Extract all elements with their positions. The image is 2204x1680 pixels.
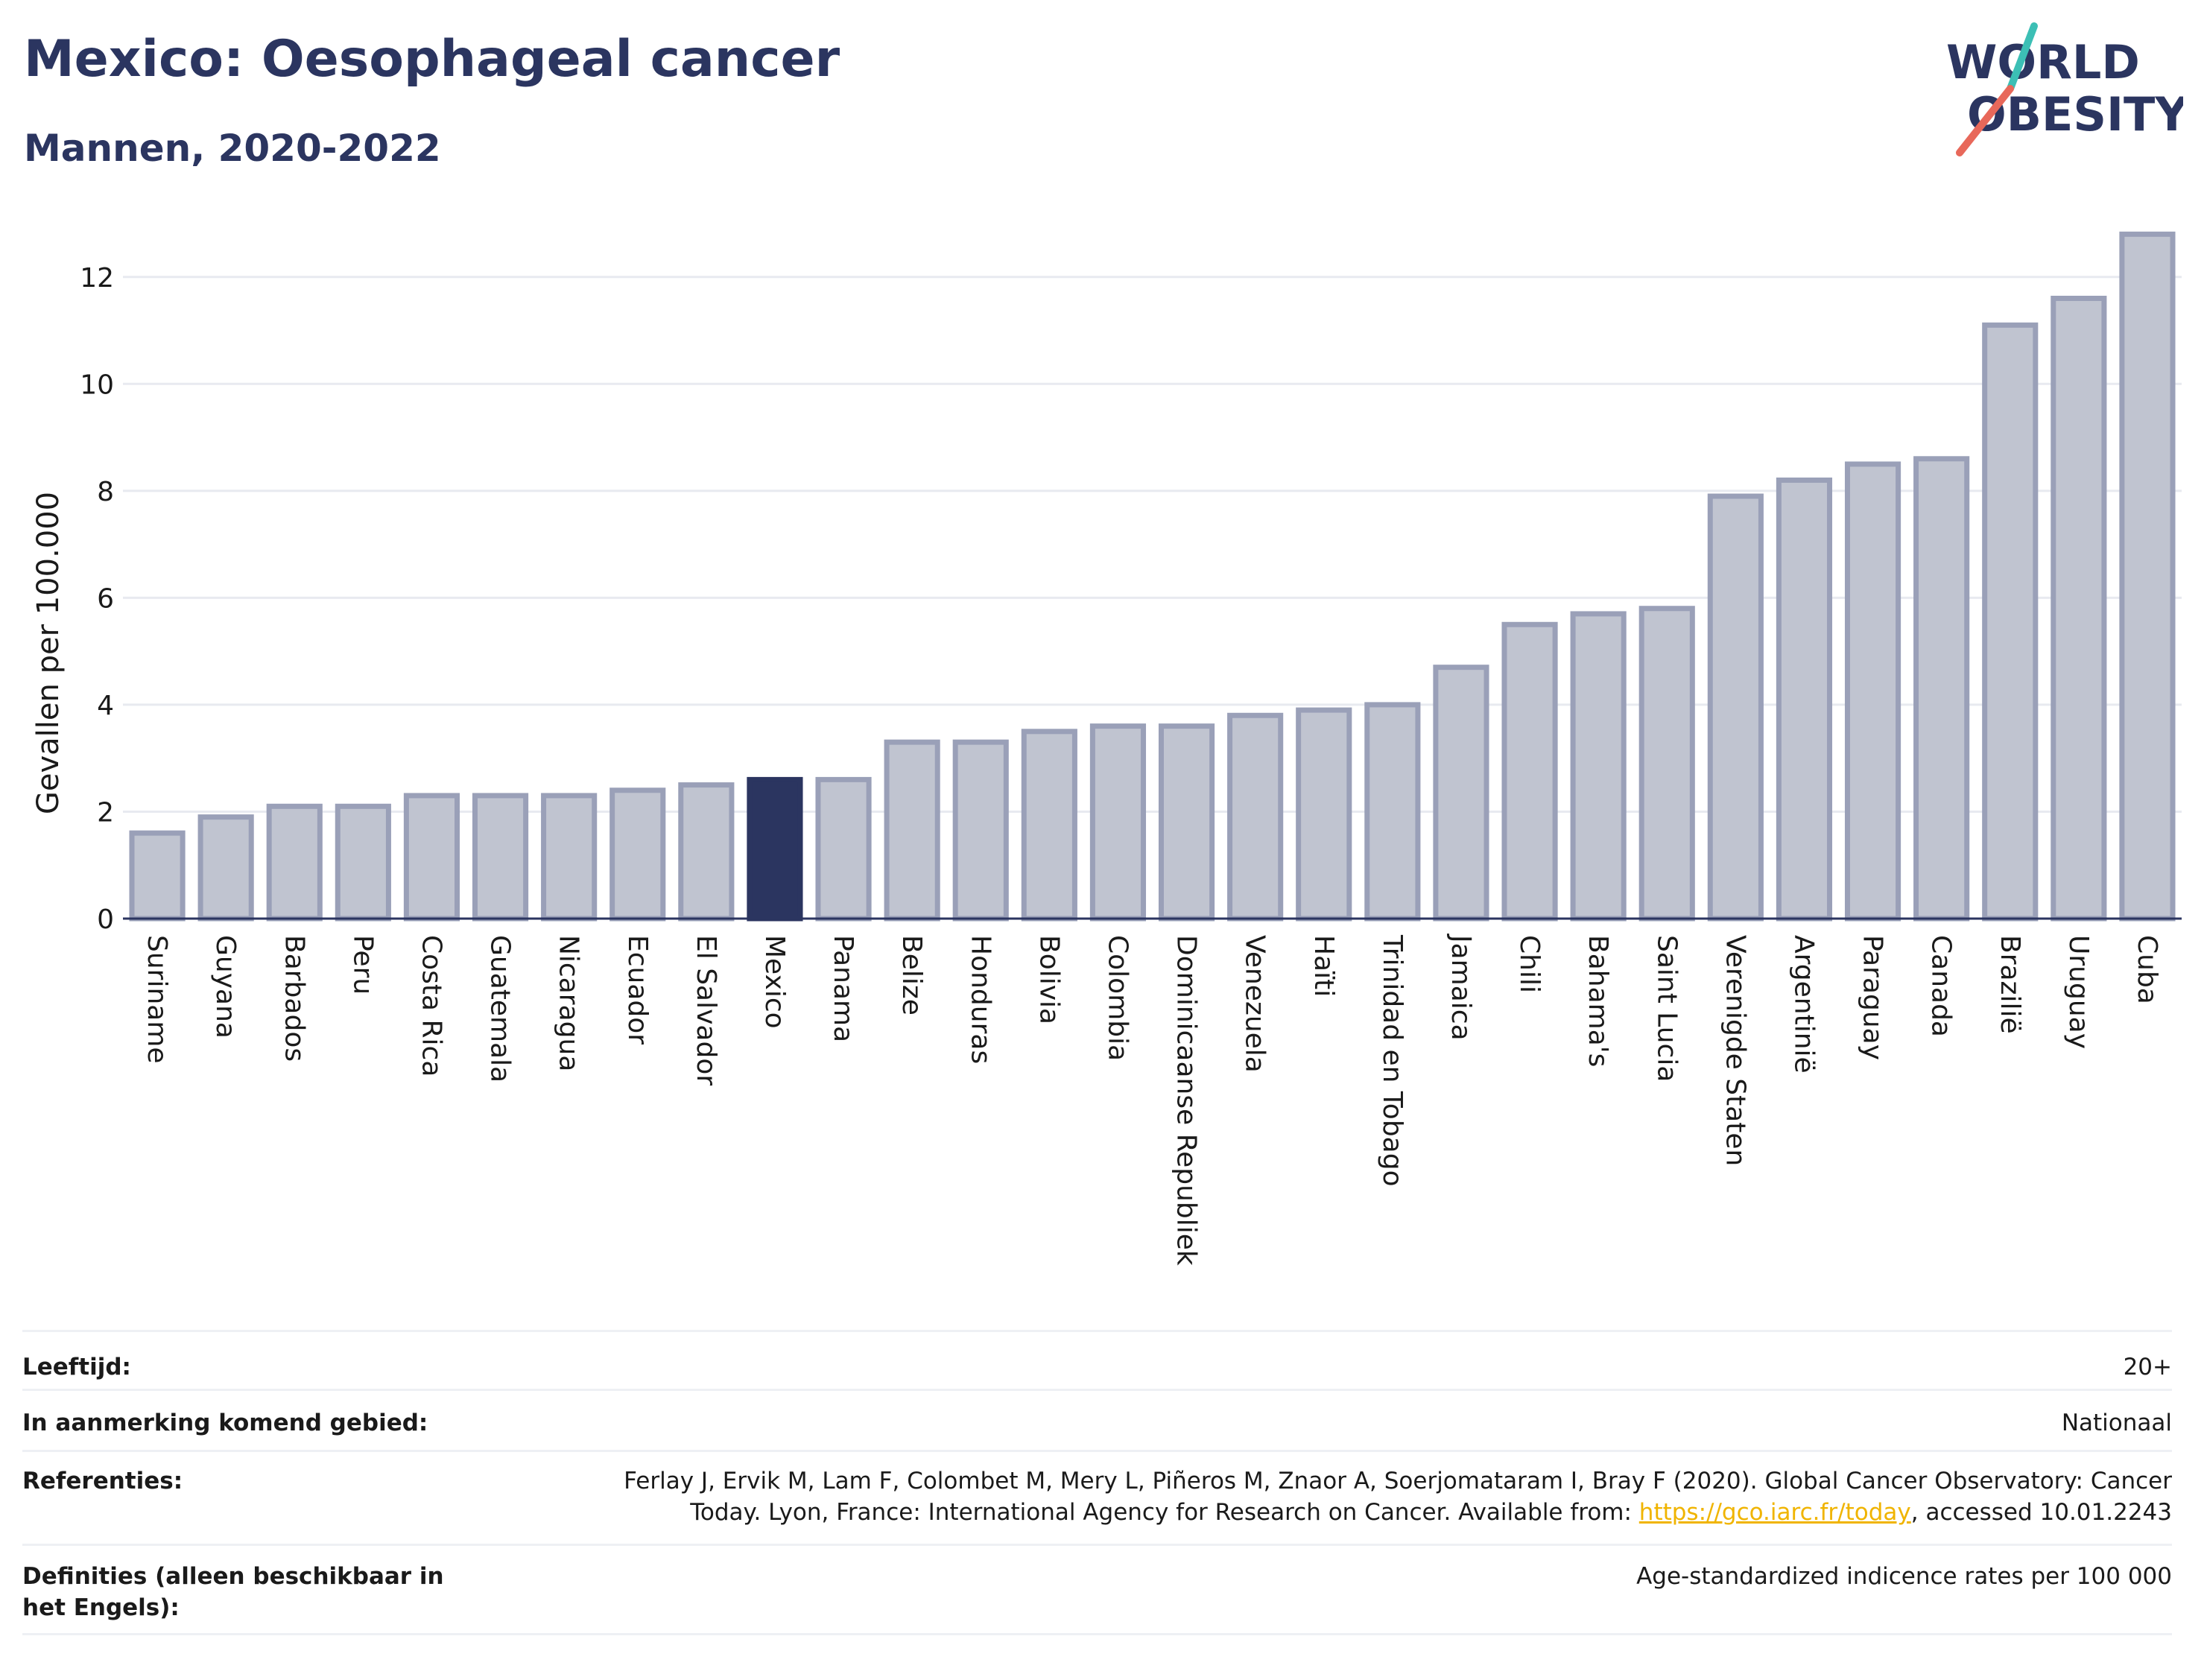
x-tick-label: Mexico (759, 935, 790, 1029)
x-tick-label: Honduras (965, 935, 995, 1064)
bar-panama[interactable] (815, 776, 872, 922)
x-tick-label: Trinidad en Tobago (1377, 934, 1407, 1187)
x-tick-label: Bolivia (1033, 935, 1064, 1024)
references-value: Ferlay J, Ervik M, Lam F, Colombet M, Me… (544, 1465, 2172, 1528)
x-tick-label: Costa Rica (416, 935, 446, 1077)
x-tick-label: Brazilië (1995, 935, 2025, 1034)
bar-saint-lucia[interactable] (1638, 606, 1695, 922)
x-tick-label: Haïti (1308, 935, 1339, 997)
logo-slash-bottom (1956, 85, 2014, 156)
x-tick-label: Jamaica (1445, 933, 1476, 1041)
y-tick-labels: 0 2 4 6 8 10 12 (80, 263, 114, 935)
y-axis-label: Gevallen per 100.000 (31, 492, 66, 814)
x-tick-label: Saint Lucia (1651, 935, 1682, 1082)
x-tick-label: Barbados (279, 935, 309, 1062)
y-tick-label: 0 (97, 904, 114, 935)
bar-barbados[interactable] (266, 803, 323, 922)
references-link[interactable]: https://gco.iarc.fr/today (1638, 1499, 1911, 1526)
bar-jamaica[interactable] (1433, 665, 1489, 922)
bar-chili[interactable] (1501, 621, 1558, 922)
world-obesity-logo: WORLD OBESITY (1946, 22, 2183, 156)
chart-title: Mexico: Oesophageal cancer (24, 30, 840, 89)
info-row-references: Referenties: Ferlay J, Ervik M, Lam F, C… (22, 1450, 2172, 1544)
bar-peru[interactable] (335, 803, 391, 922)
info-row-age: Leeftijd: 20+ (22, 1330, 2172, 1389)
references-text-1: Ferlay J, Ervik M, Lam F, Colombet M, Me… (624, 1468, 2172, 1494)
info-row-area: In aanmerking komend gebied: Nationaal (22, 1389, 2172, 1450)
bar-bolivia[interactable] (1021, 729, 1077, 922)
area-value: Nationaal (2061, 1410, 2172, 1436)
bar-colombia[interactable] (1089, 723, 1147, 922)
bar-ecuador[interactable] (609, 787, 666, 922)
x-tick-label: Argentinië (1788, 935, 1819, 1074)
bar-canada[interactable] (1913, 456, 1970, 922)
bar-honduras[interactable] (952, 739, 1009, 922)
y-tick-label: 10 (80, 370, 114, 400)
x-tick-label: Bahama's (1583, 935, 1613, 1067)
x-tick-label: Cuba (2132, 935, 2162, 1004)
x-tick-label: Paraguay (1858, 935, 1888, 1060)
age-value: 20+ (2123, 1354, 2172, 1381)
x-tick-label: Venezuela (1240, 935, 1270, 1073)
bar-venezuela[interactable] (1227, 712, 1284, 922)
x-tick-label: Verenigde Staten (1720, 935, 1750, 1166)
x-tick-label: Suriname (142, 935, 172, 1064)
references-label: Referenties: (22, 1468, 183, 1494)
x-tick-label: Panama (828, 935, 858, 1042)
definitions-value: Age-standardized indicence rates per 100… (1636, 1563, 2172, 1590)
x-tick-label: Dominicaanse Republiek (1171, 935, 1202, 1266)
bar-nicaragua[interactable] (541, 793, 598, 922)
references-text-3: , accessed 10.01.2243 (1910, 1499, 2172, 1526)
bar-chart: 0 2 4 6 8 10 12 Suriname Guyana Barbados Peru Cost… (31, 231, 2182, 1266)
x-tick-label: Guatemala (485, 935, 516, 1083)
age-label: Leeftijd: (22, 1354, 131, 1381)
y-tick-label: 12 (80, 263, 114, 294)
bar-argentini-[interactable] (1776, 477, 1833, 922)
x-tick-labels: Suriname Guyana Barbados Peru Costa Rica Guat… (142, 933, 2162, 1266)
logo-line-2: OBESITY (1967, 87, 2183, 142)
gridlines (123, 276, 2182, 813)
area-label: In aanmerking komend gebied: (22, 1410, 428, 1436)
y-tick-label: 4 (97, 691, 114, 721)
bar-uruguay[interactable] (2051, 295, 2107, 922)
bar-guatemala[interactable] (472, 793, 529, 922)
logo-line-1: WORLD (1946, 35, 2140, 89)
x-tick-label: Uruguay (2063, 935, 2094, 1049)
bar-guyana[interactable] (197, 814, 254, 922)
info-row-definitions: Definities (alleen beschikbaar in het En… (22, 1544, 2172, 1635)
bar-ha-ti[interactable] (1296, 707, 1352, 922)
bar-el-salvador[interactable] (678, 782, 735, 922)
x-tick-label: Peru (347, 935, 378, 995)
y-tick-label: 2 (97, 797, 114, 828)
x-tick-label: Colombia (1102, 935, 1133, 1061)
bar-dominicaanse-republiek[interactable] (1158, 723, 1215, 922)
bar-trinidad-en-tobago[interactable] (1364, 702, 1421, 922)
bar-mexico[interactable] (747, 776, 803, 922)
x-tick-label: Chili (1514, 935, 1545, 993)
bar-brazili-[interactable] (1982, 322, 2039, 922)
bar-belize[interactable] (884, 739, 940, 922)
y-tick-label: 8 (97, 477, 114, 507)
bar-cuba[interactable] (2119, 231, 2176, 922)
bar-verenigde-staten[interactable] (1707, 493, 1764, 922)
x-tick-label: Ecuador (622, 935, 653, 1045)
bars (129, 231, 2176, 922)
bar-paraguay[interactable] (1844, 461, 1901, 922)
x-tick-label: Belize (896, 935, 927, 1015)
x-tick-label: El Salvador (691, 935, 721, 1085)
references-text-2: Today. Lyon, France: International Agenc… (690, 1499, 1639, 1526)
bar-suriname[interactable] (129, 830, 186, 922)
bar-costa-rica[interactable] (403, 793, 460, 922)
bar-bahama-s[interactable] (1570, 611, 1627, 922)
x-tick-label: Guyana (210, 935, 241, 1039)
logo-slash-top (2007, 22, 2038, 92)
chart-subtitle: Mannen, 2020-2022 (24, 127, 441, 170)
y-tick-label: 6 (97, 583, 114, 614)
x-tick-label: Canada (1926, 935, 1957, 1037)
definitions-label: Definities (alleen beschikbaar in het En… (22, 1563, 444, 1621)
info-table: Leeftijd: 20+ In aanmerking komend gebie… (22, 1330, 2172, 1635)
x-tick-label: Nicaragua (554, 935, 584, 1071)
